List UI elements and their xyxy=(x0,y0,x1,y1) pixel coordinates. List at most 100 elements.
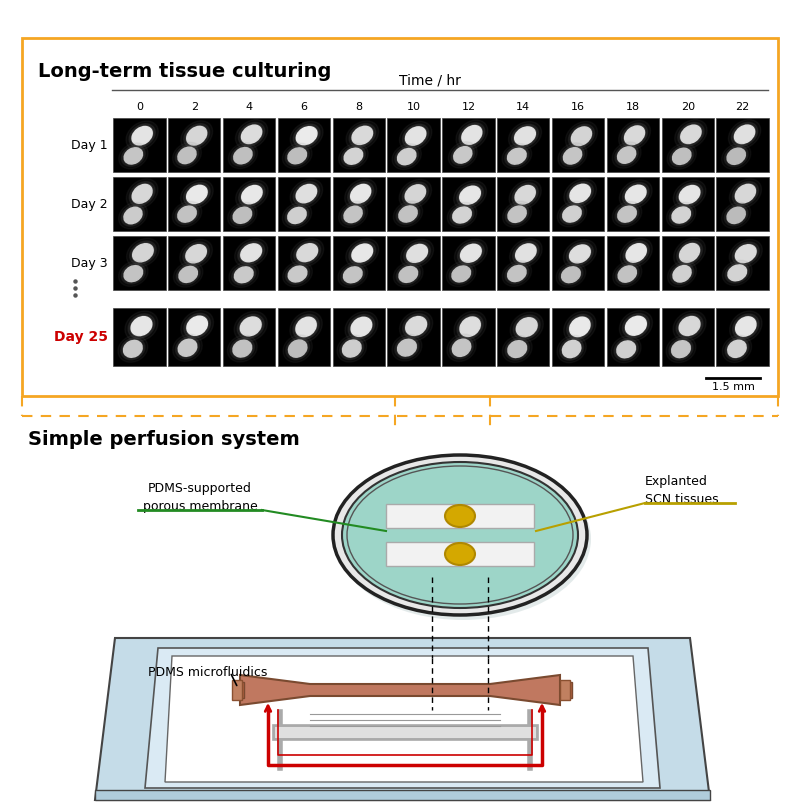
Bar xyxy=(278,236,330,290)
Ellipse shape xyxy=(399,311,433,341)
Ellipse shape xyxy=(626,244,646,262)
Ellipse shape xyxy=(181,180,214,209)
Ellipse shape xyxy=(615,204,639,225)
Ellipse shape xyxy=(569,316,591,337)
Ellipse shape xyxy=(514,184,536,205)
Ellipse shape xyxy=(178,147,196,163)
Ellipse shape xyxy=(670,204,694,225)
Ellipse shape xyxy=(352,126,373,144)
Ellipse shape xyxy=(399,122,432,151)
Ellipse shape xyxy=(297,244,318,262)
Ellipse shape xyxy=(502,143,532,169)
Bar xyxy=(717,236,769,290)
Ellipse shape xyxy=(569,184,591,204)
Ellipse shape xyxy=(287,147,307,164)
Ellipse shape xyxy=(342,266,363,283)
Ellipse shape xyxy=(290,122,323,150)
Ellipse shape xyxy=(398,149,416,165)
Ellipse shape xyxy=(509,122,542,150)
Ellipse shape xyxy=(396,204,420,225)
Ellipse shape xyxy=(724,146,748,167)
Ellipse shape xyxy=(333,455,587,615)
Text: 16: 16 xyxy=(571,102,585,112)
Ellipse shape xyxy=(394,201,422,227)
Ellipse shape xyxy=(402,182,429,206)
Ellipse shape xyxy=(296,317,316,336)
Ellipse shape xyxy=(453,207,471,223)
Ellipse shape xyxy=(670,146,694,167)
Ellipse shape xyxy=(241,124,262,144)
Ellipse shape xyxy=(671,206,691,224)
Ellipse shape xyxy=(458,185,482,205)
Ellipse shape xyxy=(618,206,636,222)
Ellipse shape xyxy=(230,204,254,225)
Ellipse shape xyxy=(241,244,262,262)
Text: 1.5 mm: 1.5 mm xyxy=(711,382,754,392)
Ellipse shape xyxy=(728,341,746,357)
Ellipse shape xyxy=(404,242,430,265)
Ellipse shape xyxy=(239,316,262,336)
Ellipse shape xyxy=(622,313,650,338)
Ellipse shape xyxy=(564,312,596,342)
Bar xyxy=(717,177,769,231)
Ellipse shape xyxy=(616,341,637,358)
Text: 12: 12 xyxy=(462,102,475,112)
Ellipse shape xyxy=(727,264,747,282)
Ellipse shape xyxy=(732,242,759,266)
Ellipse shape xyxy=(242,125,262,143)
Ellipse shape xyxy=(133,244,153,262)
Text: 0: 0 xyxy=(136,102,143,112)
Ellipse shape xyxy=(460,186,480,204)
Ellipse shape xyxy=(459,123,485,147)
Ellipse shape xyxy=(238,242,265,264)
Ellipse shape xyxy=(349,242,376,265)
Ellipse shape xyxy=(346,239,378,267)
Ellipse shape xyxy=(505,146,529,167)
Ellipse shape xyxy=(123,265,143,283)
Ellipse shape xyxy=(727,207,746,224)
Ellipse shape xyxy=(232,206,253,224)
Ellipse shape xyxy=(722,202,750,229)
Ellipse shape xyxy=(344,148,362,164)
Ellipse shape xyxy=(670,263,694,284)
Ellipse shape xyxy=(508,266,526,282)
Bar xyxy=(442,236,494,290)
Text: Day 2: Day 2 xyxy=(71,197,108,210)
Ellipse shape xyxy=(509,180,542,209)
Ellipse shape xyxy=(614,338,638,361)
Ellipse shape xyxy=(296,243,318,262)
Ellipse shape xyxy=(131,316,152,336)
Text: 2: 2 xyxy=(190,102,198,112)
Text: 6: 6 xyxy=(301,102,307,112)
Ellipse shape xyxy=(452,339,470,357)
Ellipse shape xyxy=(350,316,373,337)
Ellipse shape xyxy=(726,206,746,225)
Ellipse shape xyxy=(732,182,758,205)
Ellipse shape xyxy=(130,316,153,336)
Ellipse shape xyxy=(132,184,152,203)
Ellipse shape xyxy=(674,180,706,209)
Ellipse shape xyxy=(620,238,652,268)
Ellipse shape xyxy=(452,266,470,282)
Ellipse shape xyxy=(730,179,762,208)
Ellipse shape xyxy=(446,262,476,287)
Bar xyxy=(22,38,778,396)
Ellipse shape xyxy=(296,184,317,203)
Ellipse shape xyxy=(289,340,307,357)
Ellipse shape xyxy=(461,244,481,262)
Ellipse shape xyxy=(124,148,142,164)
Ellipse shape xyxy=(238,314,264,339)
Ellipse shape xyxy=(132,126,152,145)
Ellipse shape xyxy=(514,243,537,263)
Ellipse shape xyxy=(129,124,155,147)
Bar xyxy=(497,236,550,290)
Bar xyxy=(387,118,440,172)
Ellipse shape xyxy=(670,340,691,358)
Bar xyxy=(114,118,166,172)
Ellipse shape xyxy=(459,316,482,337)
Bar xyxy=(552,118,604,172)
Ellipse shape xyxy=(727,340,747,358)
Ellipse shape xyxy=(680,124,702,144)
Ellipse shape xyxy=(562,205,582,223)
Ellipse shape xyxy=(283,335,312,362)
